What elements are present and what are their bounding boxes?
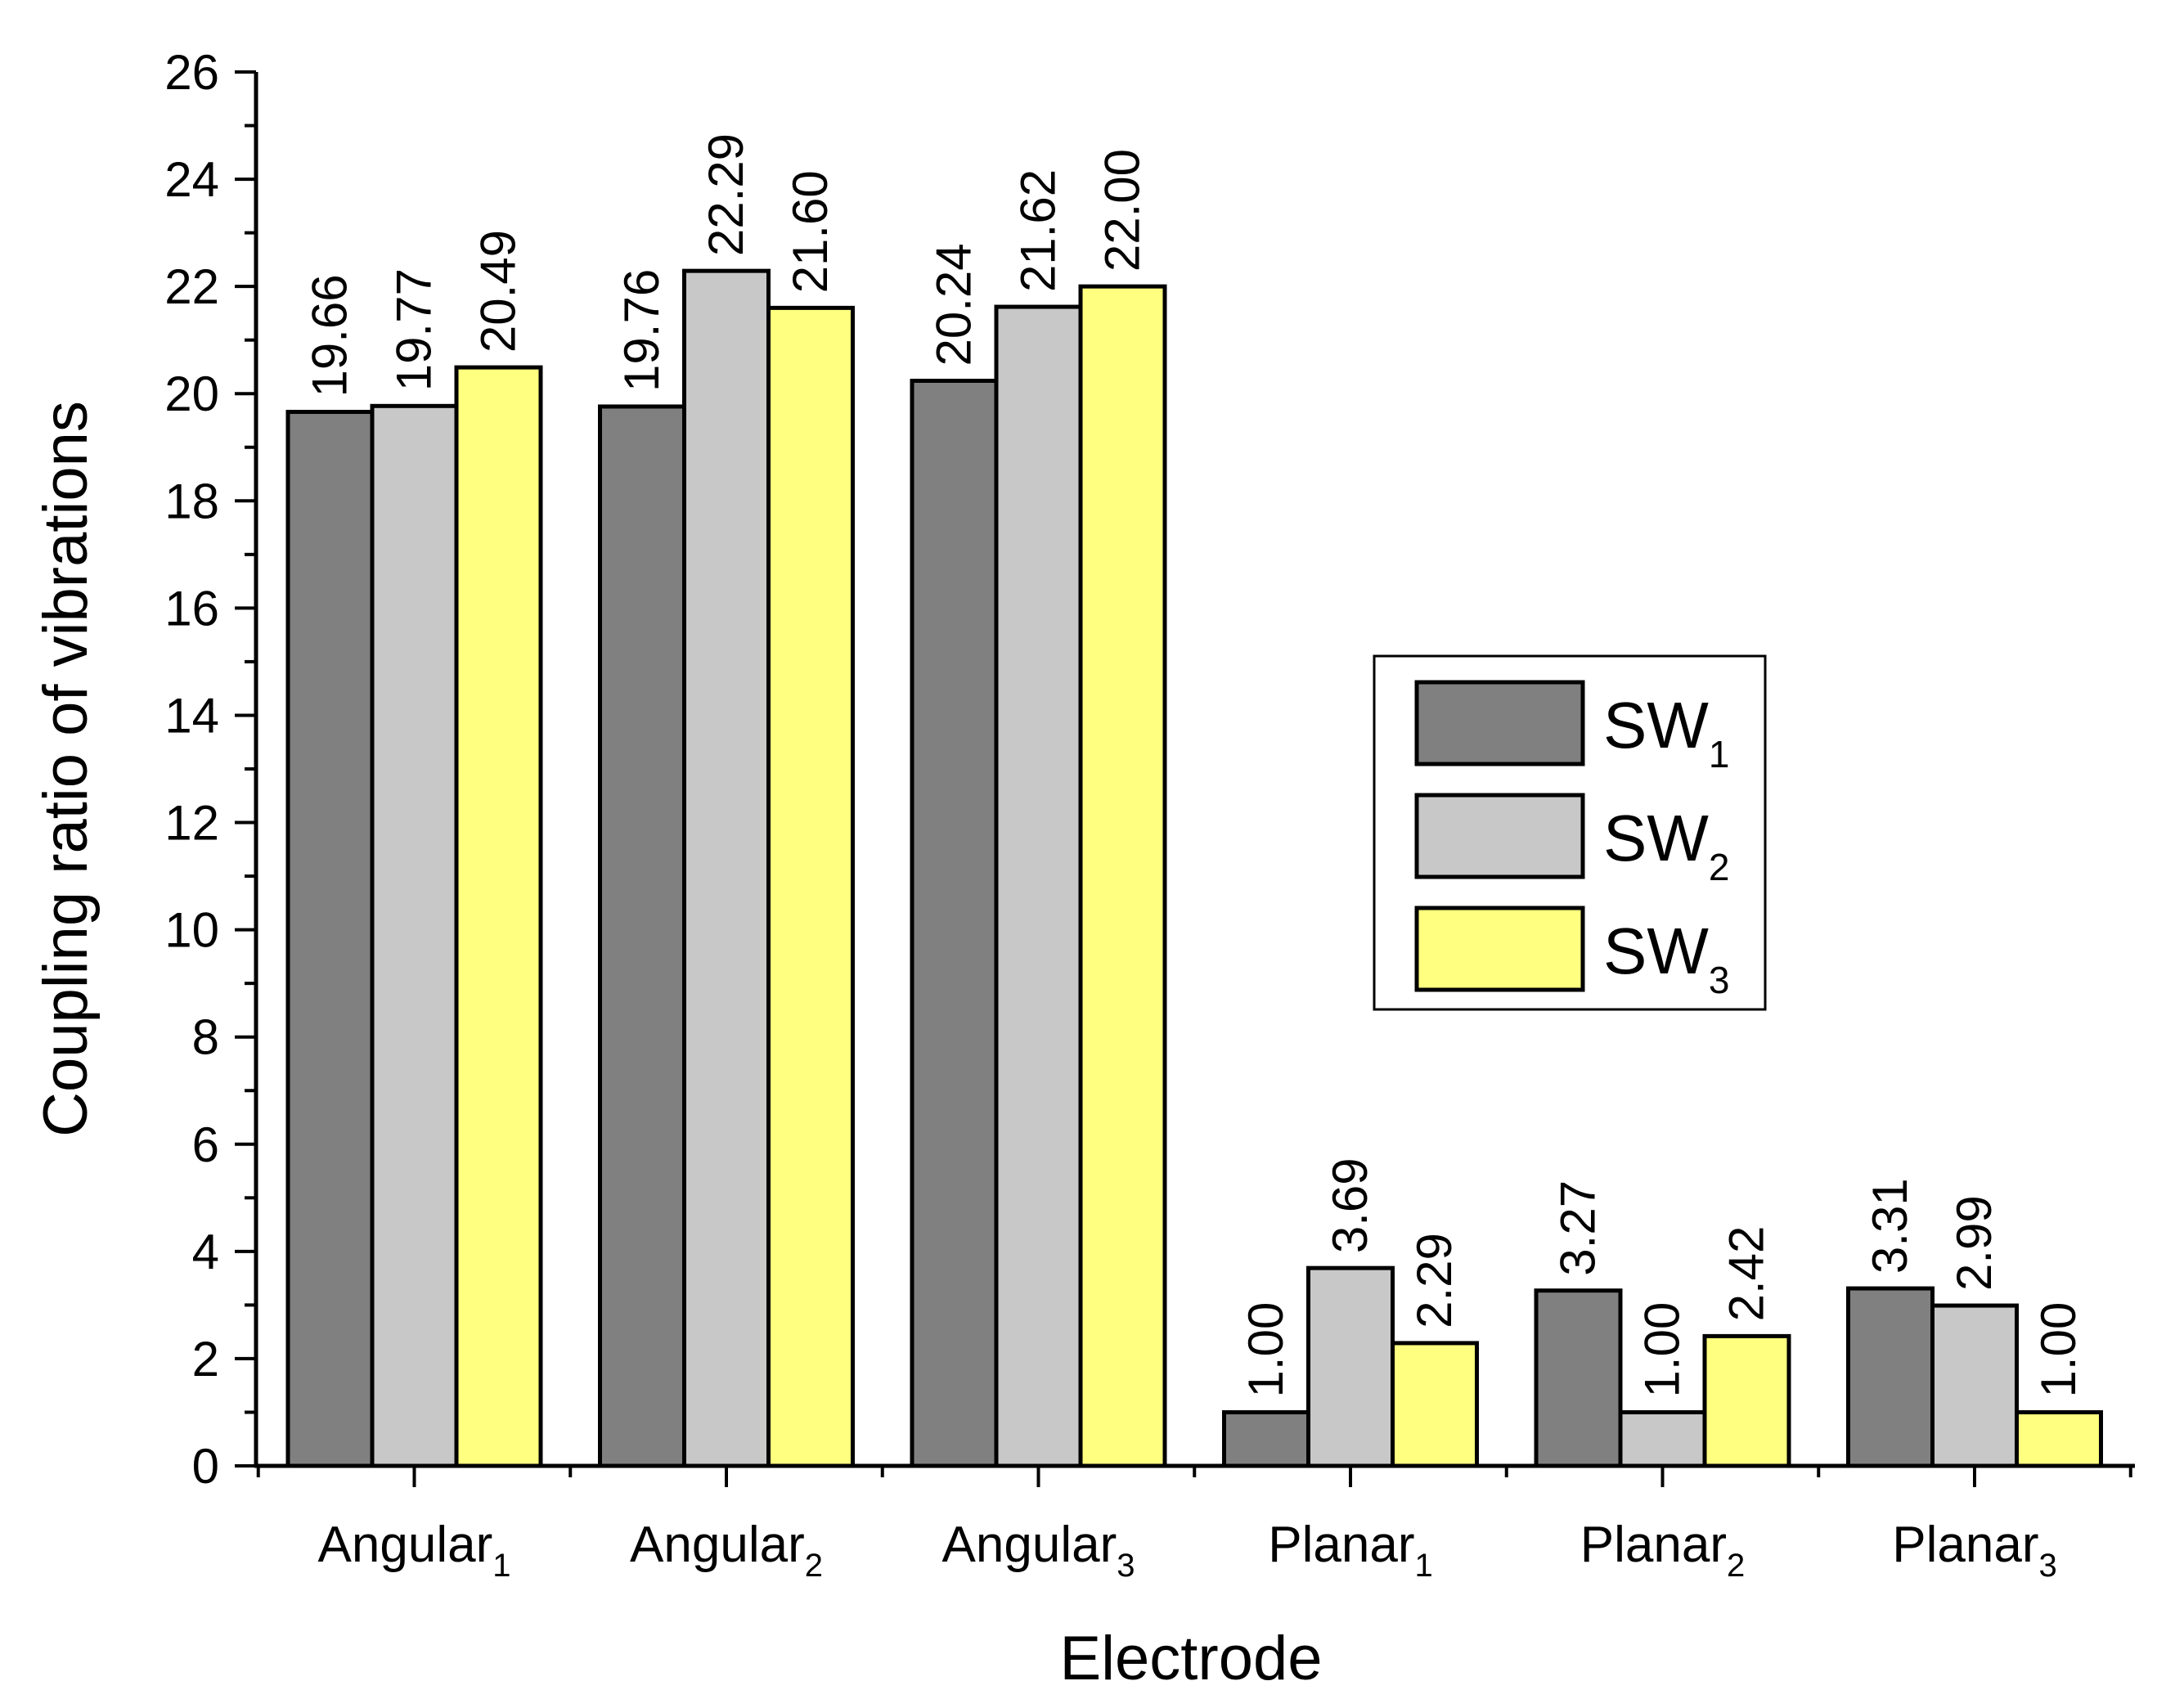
bar-labels-layer: 19.66 19.77 20.49 19.76 22.29 21.60 20.24 21.62… [303,133,2087,1397]
bar-angular1-sw3 [454,365,543,1468]
x-ticks-layer [256,1466,2132,1487]
legend-label-sw3: SW3 [1603,915,1729,1001]
bars-layer [285,268,2103,1468]
bar-angular3-sw2 [994,304,1083,1468]
bar-angular3-sw1 [910,379,999,1468]
category-labels-layer: Angular1 Angular2 Angular3 Planar1 Planar2 Pl… [318,1517,2057,1584]
legend-label-sw1: SW1 [1603,689,1729,775]
x-category-label: Angular3 [942,1517,1135,1584]
bar-planar1-sw1 [1222,1409,1310,1468]
bar-value-label: 3.31 [1863,1178,1917,1274]
bar-planar3-sw1 [1846,1286,1935,1468]
x-category-label: Planar2 [1580,1517,1745,1584]
bar-value-label: 3.69 [1323,1157,1377,1253]
bar-value-label: 3.27 [1551,1180,1606,1276]
bar-value-label: 19.76 [614,269,669,392]
x-axis-title: Electrode [1059,1624,1322,1693]
bar-value-label: 2.99 [1947,1195,2002,1291]
x-category-label: Angular1 [318,1517,511,1584]
y-tick-label: 26 [164,45,219,100]
y-tick-label: 4 [192,1225,219,1279]
legend-label-sw2: SW2 [1603,802,1729,888]
bar-planar2-sw1 [1534,1288,1623,1468]
bar-value-label: 2.42 [1719,1226,1774,1322]
bar-angular3-sw3 [1078,284,1167,1468]
bar-value-label: 1.00 [2031,1302,2086,1398]
x-category-label: Angular2 [630,1517,823,1584]
y-tick-label: 16 [164,581,219,636]
y-tick-label: 2 [192,1332,219,1387]
y-tick-label: 18 [164,474,219,528]
bar-angular2-sw3 [766,305,855,1468]
bar-value-label: 1.00 [1635,1302,1690,1398]
y-tick-label: 12 [164,796,219,851]
bar-value-label: 21.62 [1011,169,1066,292]
bar-angular1-sw2 [370,403,459,1468]
bar-planar2-sw2 [1618,1409,1707,1468]
y-axis-title: Coupling ratio of vibrations [31,401,101,1137]
bar-value-label: 19.66 [303,274,357,397]
bar-planar2-sw3 [1702,1333,1791,1468]
y-tick-label: 14 [164,688,219,743]
bar-value-label: 21.60 [783,170,838,293]
legend-swatch-sw2 [1414,793,1585,879]
bar-angular1-sw1 [285,410,375,1468]
x-category-label: Planar3 [1892,1517,2056,1584]
bar-value-label: 19.77 [387,268,442,391]
bar-planar3-sw3 [2015,1409,2103,1468]
y-tick-label: 0 [192,1439,219,1494]
y-tick-label: 22 [164,259,219,314]
bar-value-label: 22.00 [1095,149,1150,272]
x-category-label: Planar1 [1268,1517,1432,1584]
y-tick-label: 10 [164,903,219,958]
bar-planar3-sw2 [1930,1303,2019,1468]
bar-value-label: 1.00 [1238,1302,1293,1398]
y-tick-label: 20 [164,366,219,421]
y-tick-label: 6 [192,1117,219,1172]
legend: SW1 SW2 SW3 [1373,654,1767,1011]
y-tick-label: 24 [164,152,219,207]
bar-value-label: 2.29 [1407,1233,1462,1328]
legend-swatch-sw3 [1414,906,1585,992]
bar-value-label: 22.29 [699,133,753,256]
bar-planar1-sw3 [1391,1341,1479,1468]
bar-value-label: 20.24 [927,243,982,366]
bar-angular2-sw1 [598,404,686,1468]
bar-planar1-sw2 [1306,1265,1395,1468]
y-tick-label: 8 [192,1010,219,1065]
bar-angular2-sw2 [682,268,771,1468]
legend-swatch-sw1 [1414,680,1585,766]
bar-value-label: 20.49 [471,230,526,353]
